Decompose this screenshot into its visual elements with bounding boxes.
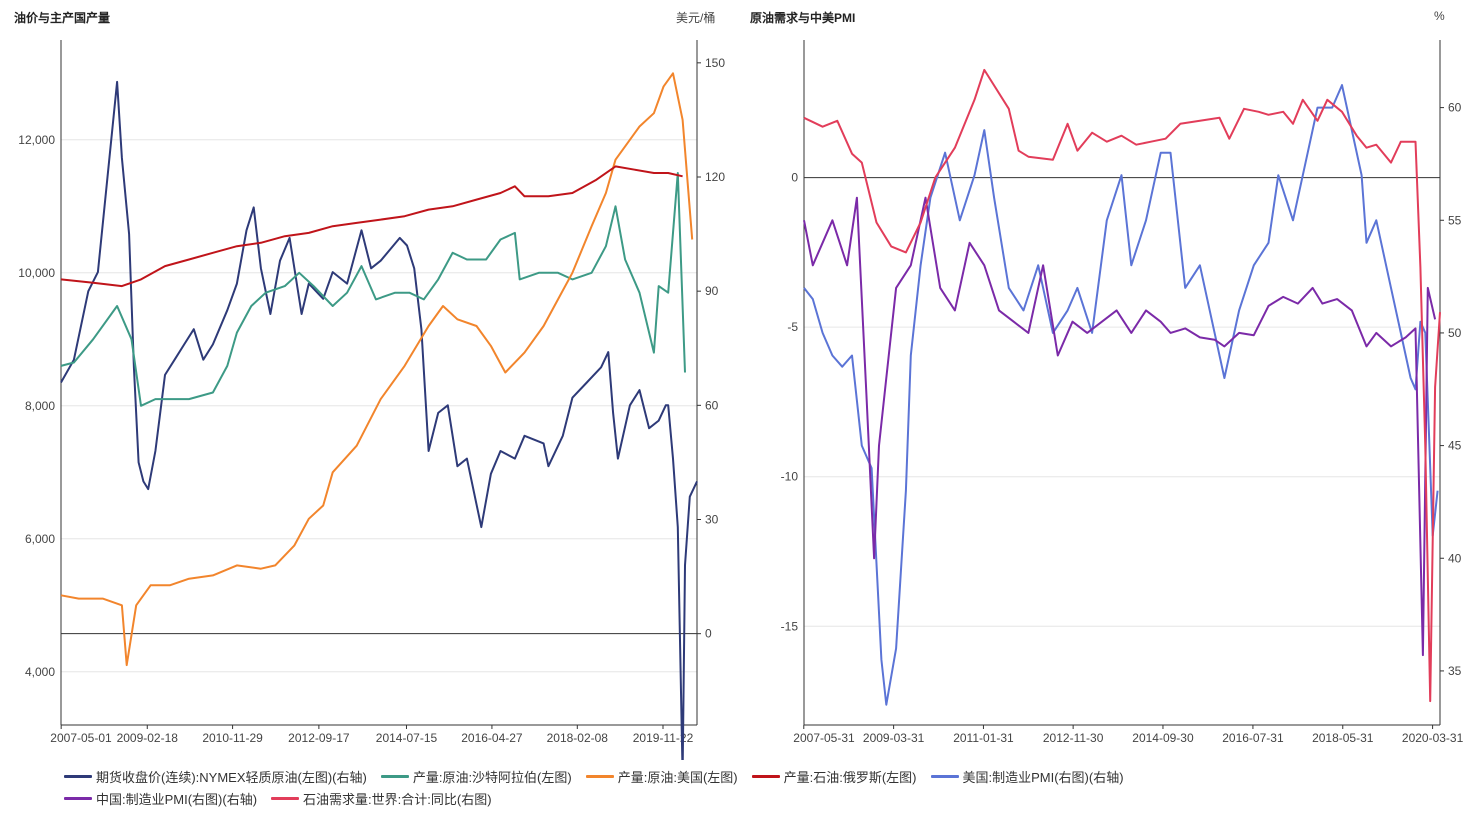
- y-left-tick-label: -5: [787, 320, 798, 334]
- series-line: [803, 196, 1437, 657]
- legend-swatch: [380, 774, 409, 778]
- x-tick-label: 2016-07-31: [1222, 731, 1284, 745]
- legend-label: 期货收盘价(连续):NYMEX轻质原油(左图)(右轴): [96, 769, 367, 785]
- legend-label: 美国:制造业PMI(右图)(右轴): [962, 769, 1124, 785]
- legend-label: 石油需求量:世界:合计:同比(右图): [303, 791, 492, 807]
- y-left-tick-label: 0: [791, 171, 798, 185]
- legend-swatch: [271, 796, 300, 800]
- x-tick-label: 2010-11-29: [202, 731, 263, 745]
- legend-item[interactable]: 期货收盘价(连续):NYMEX轻质原油(左图)(右轴): [64, 765, 367, 787]
- legend: 期货收盘价(连续):NYMEX轻质原油(左图)(右轴) 产量:原油:沙特阿拉伯(左…: [64, 765, 1164, 809]
- x-tick-label: 2014-07-15: [376, 731, 438, 745]
- legend-swatch: [585, 774, 614, 778]
- x-tick-label: 2009-02-18: [117, 731, 179, 745]
- y-left-tick-label: 6,000: [25, 532, 55, 546]
- series-line: [60, 72, 694, 667]
- y-right-tick-label: 150: [705, 56, 725, 70]
- legend-label: 产量:原油:沙特阿拉伯(左图): [412, 769, 572, 785]
- x-tick-label: 2019-11-22: [633, 731, 694, 745]
- x-tick-label: 2009-03-31: [863, 731, 925, 745]
- y-right-tick-label: 90: [705, 284, 719, 298]
- charts-canvas: 4,000 6,000 8,000 10,000 12,000 0 30 60 90 120 150…: [18, 40, 1464, 760]
- legend-swatch: [64, 796, 92, 800]
- y-right-tick-label: 0: [705, 627, 712, 641]
- y-left-tick-label: 10,000: [18, 266, 55, 280]
- legend-label: 中国:制造业PMI(右图)(右轴): [96, 791, 258, 807]
- x-tick-label: 2011-01-31: [953, 731, 1014, 745]
- x-tick-label: 2007-05-31: [793, 731, 855, 745]
- legend-swatch: [930, 774, 959, 778]
- left-chart-title: 油价与主产国产量: [14, 11, 111, 25]
- x-tick-label: 2018-05-31: [1312, 731, 1374, 745]
- x-tick-label: 2018-02-08: [547, 731, 609, 745]
- y-left-tick-label: 8,000: [25, 399, 55, 413]
- series-line: [803, 84, 1439, 706]
- series-line: [60, 165, 683, 288]
- x-tick-label: 2007-05-01: [50, 731, 112, 745]
- x-tick-label: 2012-11-30: [1043, 731, 1104, 745]
- right-chart-right-unit: %: [1434, 9, 1445, 23]
- y-right-tick-label: 30: [705, 513, 719, 527]
- y-right-tick-label: 35: [1448, 664, 1462, 678]
- y-right-tick-label: 60: [705, 398, 719, 412]
- y-right-tick-label: 55: [1448, 213, 1462, 227]
- y-right-tick-label: 50: [1448, 326, 1462, 340]
- y-right-tick-label: 40: [1448, 551, 1462, 565]
- legend-item[interactable]: 产量:石油:俄罗斯(左图): [751, 765, 917, 787]
- y-left-tick-label: -15: [781, 619, 799, 633]
- y-right-tick-label: 120: [705, 170, 725, 184]
- series-line: [803, 68, 1441, 703]
- legend-label: 产量:石油:俄罗斯(左图): [783, 769, 917, 785]
- legend-swatch: [751, 774, 780, 778]
- x-tick-label: 2012-09-17: [288, 731, 350, 745]
- y-left-tick-label: 4,000: [25, 665, 55, 679]
- legend-item[interactable]: 产量:原油:沙特阿拉伯(左图): [380, 765, 572, 787]
- left-chart-right-unit: 美元/桶: [676, 11, 716, 25]
- right-chart-title: 原油需求与中美PMI: [750, 11, 856, 25]
- y-right-tick-label: 45: [1448, 439, 1462, 453]
- y-left-tick-label: -10: [781, 470, 799, 484]
- series-line: [60, 80, 698, 760]
- legend-label: 产量:原油:美国(左图): [617, 769, 738, 785]
- x-tick-label: 2020-03-31: [1402, 731, 1464, 745]
- legend-item[interactable]: 中国:制造业PMI(右图)(右轴): [64, 787, 257, 809]
- series-line: [60, 172, 686, 407]
- x-tick-label: 2016-04-27: [461, 731, 523, 745]
- legend-swatch: [64, 774, 92, 778]
- legend-item[interactable]: 产量:原油:美国(左图): [585, 765, 738, 787]
- legend-item[interactable]: 美国:制造业PMI(右图)(右轴): [930, 765, 1124, 787]
- x-tick-label: 2014-09-30: [1132, 731, 1194, 745]
- y-left-tick-label: 12,000: [18, 133, 55, 147]
- legend-item[interactable]: 石油需求量:世界:合计:同比(右图): [271, 787, 492, 809]
- y-right-tick-label: 60: [1448, 101, 1462, 115]
